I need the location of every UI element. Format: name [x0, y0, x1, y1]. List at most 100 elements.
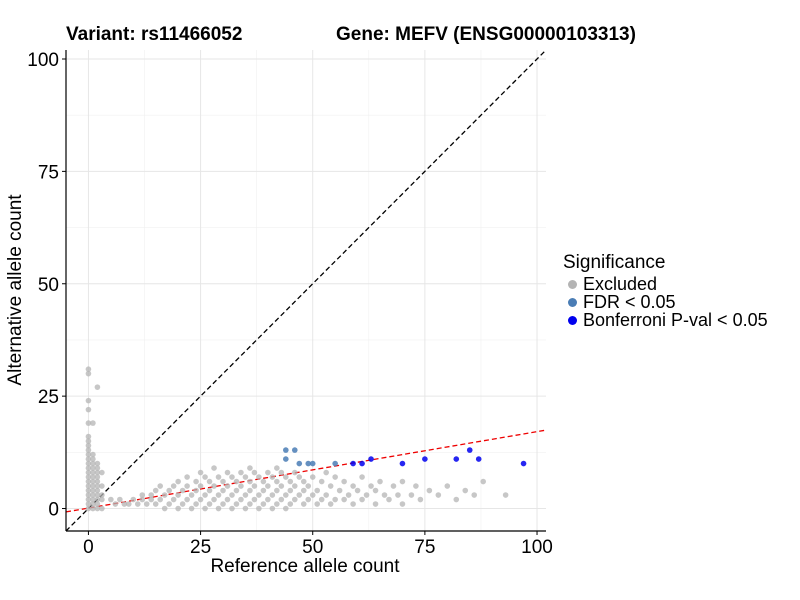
point-excluded — [220, 501, 226, 507]
point-excluded — [197, 469, 204, 476]
point-excluded — [126, 501, 132, 507]
point-excluded — [242, 474, 249, 480]
point-bonferroni — [475, 456, 482, 462]
point-excluded — [471, 492, 478, 498]
point-excluded — [90, 496, 96, 503]
legend-item-fdr: FDR < 0.05 — [563, 291, 768, 312]
point-excluded — [148, 496, 155, 503]
point-excluded — [278, 496, 285, 503]
point-excluded — [413, 483, 419, 489]
point-excluded — [85, 469, 92, 476]
point-fdr — [305, 460, 312, 467]
point-excluded — [85, 447, 92, 453]
point-excluded — [215, 505, 222, 512]
point-excluded — [238, 496, 244, 503]
point-excluded — [90, 474, 96, 480]
point-excluded — [462, 487, 469, 494]
point-excluded — [90, 505, 96, 512]
point-excluded — [85, 397, 92, 404]
point-excluded — [390, 483, 397, 489]
point-excluded — [323, 469, 329, 476]
point-fdr — [291, 447, 298, 453]
point-excluded — [215, 474, 222, 480]
legend-title: Significance — [563, 252, 666, 273]
point-bonferroni — [466, 447, 473, 453]
point-excluded — [85, 366, 92, 372]
point-excluded — [90, 487, 96, 494]
y-tick-label: 25 — [38, 387, 59, 408]
point-excluded — [85, 465, 92, 471]
point-excluded — [184, 483, 190, 489]
legend-label-fdr: FDR < 0.05 — [583, 291, 676, 312]
point-excluded — [323, 492, 329, 498]
point-excluded — [224, 469, 231, 476]
point-excluded — [435, 492, 442, 498]
point-excluded — [269, 474, 276, 480]
x-tick-label: 50 — [302, 537, 323, 558]
point-excluded — [139, 492, 146, 498]
point-bonferroni — [453, 456, 460, 462]
point-excluded — [251, 496, 258, 503]
point-excluded — [90, 451, 96, 458]
point-excluded — [85, 474, 92, 480]
point-excluded — [202, 505, 208, 512]
point-excluded — [94, 505, 101, 512]
point-excluded — [287, 501, 294, 507]
point-excluded — [188, 492, 195, 498]
point-bonferroni — [368, 456, 374, 462]
point-excluded — [300, 501, 307, 507]
point-excluded — [274, 465, 280, 471]
data-points — [85, 366, 527, 512]
point-excluded — [90, 501, 96, 507]
point-excluded — [175, 505, 181, 512]
point-excluded — [309, 474, 316, 480]
point-excluded — [193, 487, 199, 494]
point-excluded — [233, 478, 240, 485]
point-excluded — [480, 478, 486, 485]
point-excluded — [399, 501, 406, 507]
x-tick-label: 25 — [190, 537, 211, 558]
point-excluded — [260, 487, 267, 494]
point-excluded — [332, 496, 338, 503]
point-excluded — [108, 496, 114, 503]
point-excluded — [211, 465, 217, 471]
point-excluded — [94, 478, 101, 485]
legend-swatch-excluded — [568, 279, 577, 289]
y-tick-label: 0 — [48, 500, 59, 521]
point-excluded — [453, 496, 460, 503]
point-excluded — [143, 501, 150, 507]
point-excluded — [256, 474, 262, 480]
point-excluded — [94, 501, 101, 507]
point-excluded — [130, 496, 137, 503]
point-excluded — [256, 492, 262, 498]
point-fdr — [296, 460, 303, 467]
point-excluded — [332, 474, 338, 480]
y-axis-label: Alternative allele count — [5, 194, 26, 386]
point-bonferroni — [350, 460, 356, 467]
point-excluded — [152, 501, 159, 507]
legend-label-bonferroni: Bonferroni P-val < 0.05 — [583, 309, 768, 330]
point-excluded — [278, 483, 285, 489]
point-excluded — [291, 483, 298, 489]
point-excluded — [197, 496, 204, 503]
point-excluded — [314, 501, 321, 507]
point-excluded — [188, 505, 195, 512]
point-excluded — [283, 474, 289, 480]
point-excluded — [161, 492, 168, 498]
point-excluded — [215, 492, 222, 498]
point-excluded — [287, 487, 294, 494]
point-excluded — [265, 496, 271, 503]
point-bonferroni — [399, 460, 406, 467]
axes: 0 25 50 75 100 0 25 50 75 100 — [27, 50, 553, 558]
reference-line-fit — [65, 429, 547, 513]
point-fdr — [309, 460, 316, 467]
point-excluded — [99, 505, 105, 512]
point-excluded — [152, 487, 159, 494]
point-excluded — [283, 492, 289, 498]
point-excluded — [372, 487, 379, 494]
point-fdr — [283, 447, 289, 453]
point-excluded — [94, 492, 101, 498]
point-excluded — [206, 487, 213, 494]
point-excluded — [238, 483, 244, 489]
